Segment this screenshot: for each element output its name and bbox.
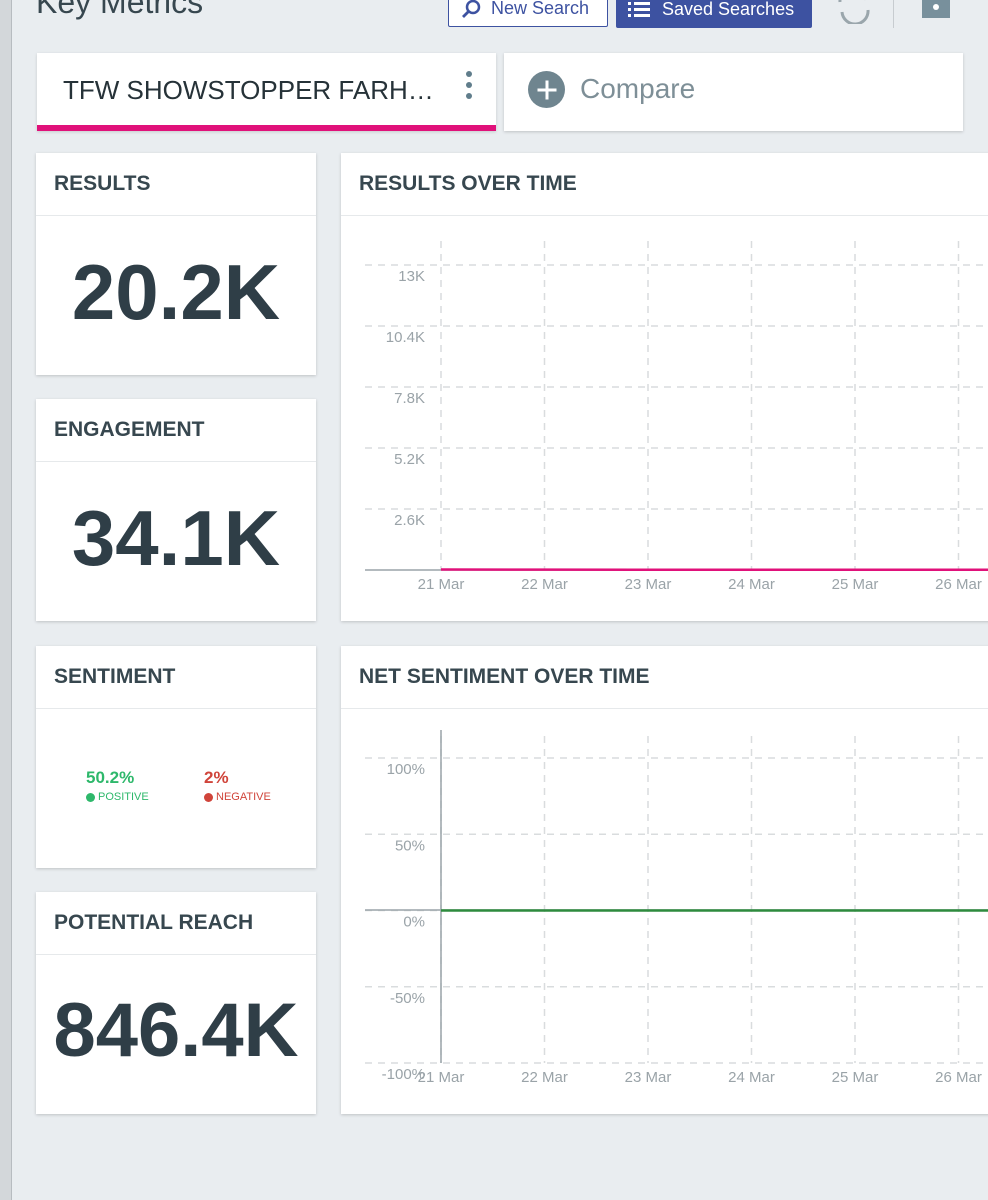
negative-label: NEGATIVE (216, 791, 271, 803)
list-icon (628, 2, 650, 17)
page-title: Key Metrics (36, 0, 204, 20)
search-icon (462, 0, 481, 18)
net-sentiment-over-time-title: NET SENTIMENT OVER TIME (341, 646, 988, 709)
kebab-dot-icon (466, 93, 472, 99)
x-tick-label: 21 Mar (418, 576, 465, 593)
y-tick-label: 50% (395, 837, 425, 854)
add-circle-icon (528, 71, 565, 108)
net-sentiment-over-time-card: NET SENTIMENT OVER TIME 21 Mar 22 Mar 23 M… (341, 646, 988, 1114)
net-sentiment-over-time-chart: 21 Mar 22 Mar 23 Mar 24 Mar 25 Mar 26 Mar 100%… (365, 730, 988, 1086)
y-tick-label: 0% (403, 914, 425, 931)
y-tick-label: -50% (390, 990, 425, 1007)
left-rail (0, 0, 12, 1200)
new-search-button[interactable]: New Search (448, 0, 608, 27)
y-tick-label: 10.4K (386, 329, 425, 346)
negative-sentiment: 2% NEGATIVE (204, 768, 271, 803)
sentiment-card: SENTIMENT 50.2% POSITIVE 2% NEGATIVE (36, 646, 316, 868)
results-over-time-title: RESULTS OVER TIME (341, 153, 988, 216)
x-tick-label: 23 Mar (625, 576, 672, 593)
smile-icon (86, 792, 95, 802)
positive-label: POSITIVE (98, 791, 149, 803)
frown-icon (204, 792, 213, 802)
query-tab[interactable]: TFW SHOWSTOPPER FARHAN AKHTAR (37, 53, 496, 131)
results-over-time-chart: 21 Mar 22 Mar 23 Mar 24 Mar 25 Mar 26 Mar 13K 1… (365, 241, 988, 593)
y-tick-label: -100% (382, 1066, 425, 1083)
kebab-dot-icon (466, 82, 472, 88)
positive-pct: 50.2% (86, 768, 135, 787)
y-tick-label: 13K (398, 268, 425, 285)
reach-title: POTENTIAL REACH (36, 892, 316, 955)
compare-label: Compare (580, 73, 696, 104)
kebab-dot-icon (466, 71, 472, 77)
x-tick-label: 25 Mar (832, 1069, 879, 1086)
compare-button[interactable]: Compare (504, 53, 963, 131)
download-icon (922, 0, 950, 18)
x-tick-label: 26 Mar (935, 1069, 982, 1086)
x-tick-label: 21 Mar (418, 1069, 465, 1086)
results-title: RESULTS (36, 153, 316, 216)
results-value: 20.2K (71, 248, 281, 336)
positive-sentiment: 50.2% POSITIVE (86, 768, 149, 803)
refresh-button[interactable] (834, 0, 874, 26)
sentiment-title: SENTIMENT (36, 646, 316, 709)
header-divider (893, 0, 894, 28)
y-tick-label: 2.6K (394, 512, 425, 529)
x-tick-label: 26 Mar (935, 576, 982, 593)
y-tick-label: 100% (387, 761, 425, 778)
y-tick-label: 5.2K (394, 451, 425, 468)
query-menu-button[interactable] (462, 71, 476, 105)
engagement-value: 34.1K (71, 494, 281, 582)
results-over-time-card: RESULTS OVER TIME 21 Mar 22 Mar 23 Mar 24 M… (341, 153, 988, 621)
x-tick-label: 22 Mar (521, 576, 568, 593)
reach-value: 846.4K (53, 988, 299, 1073)
x-tick-label: 24 Mar (728, 576, 775, 593)
refresh-icon (838, 0, 870, 26)
x-tick-label: 24 Mar (728, 1069, 775, 1086)
results-card: RESULTS 20.2K (36, 153, 316, 375)
negative-pct: 2% (204, 768, 229, 787)
y-tick-label: 7.8K (394, 390, 425, 407)
x-tick-label: 25 Mar (832, 576, 879, 593)
saved-searches-button[interactable]: Saved Searches (616, 0, 812, 28)
engagement-card: ENGAGEMENT 34.1K (36, 399, 316, 621)
query-name: TFW SHOWSTOPPER FARHAN AKHTAR (63, 75, 438, 105)
saved-searches-label: Saved Searches (662, 0, 795, 19)
x-tick-label: 22 Mar (521, 1069, 568, 1086)
x-tick-label: 23 Mar (625, 1069, 672, 1086)
export-button[interactable] (918, 0, 954, 20)
reach-card: POTENTIAL REACH 846.4K (36, 892, 316, 1114)
new-search-label: New Search (491, 0, 590, 18)
engagement-title: ENGAGEMENT (36, 399, 316, 462)
